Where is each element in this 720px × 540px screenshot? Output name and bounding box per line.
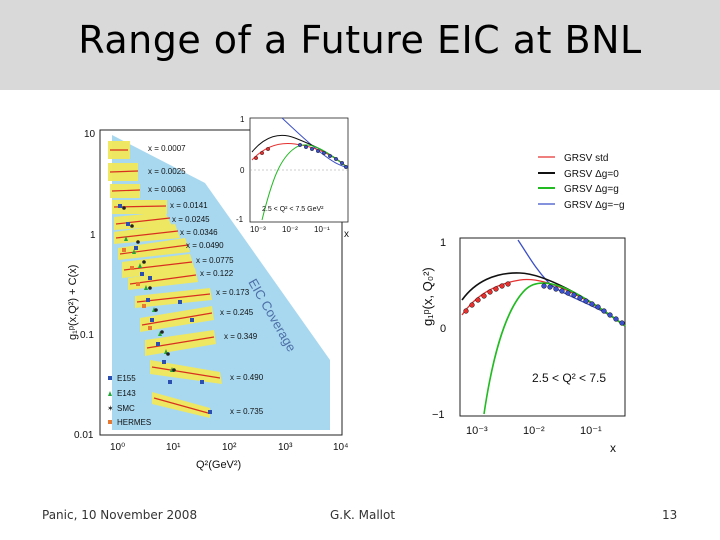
left-plot: EIC Coverage bbox=[67, 129, 348, 471]
legend-item: GRSV Δg=−g bbox=[564, 200, 625, 211]
svg-text:✶: ✶ bbox=[107, 404, 114, 413]
x-label: x = 0.0063 bbox=[148, 185, 186, 194]
page-number: 13 bbox=[662, 508, 678, 522]
svg-text:10⁰: 10⁰ bbox=[110, 442, 125, 453]
svg-text:0: 0 bbox=[440, 323, 446, 335]
footer-date: Panic, 10 November 2008 bbox=[42, 508, 198, 522]
svg-text:0.01: 0.01 bbox=[74, 430, 94, 441]
title-bar bbox=[0, 0, 720, 90]
slide-title: Range of a Future EIC at BNL bbox=[78, 18, 642, 62]
legend-item: GRSV Δg=g bbox=[564, 184, 619, 195]
x-label: x = 0.122 bbox=[200, 269, 234, 278]
x-label: x = 0.735 bbox=[230, 407, 264, 416]
svg-text:1: 1 bbox=[240, 115, 245, 124]
svg-text:-1: -1 bbox=[236, 215, 244, 224]
x-label: x = 0.0141 bbox=[170, 201, 208, 210]
x-label: x = 0.0025 bbox=[148, 167, 186, 176]
svg-text:10: 10 bbox=[84, 129, 96, 140]
svg-text:−1: −1 bbox=[432, 409, 445, 421]
svg-text:E155: E155 bbox=[117, 374, 136, 383]
inset-range-text: 2.5 < Q² < 7.5 GeV² bbox=[262, 206, 324, 213]
svg-text:10⁻³: 10⁻³ bbox=[466, 425, 488, 437]
svg-text:1: 1 bbox=[90, 230, 96, 241]
svg-text:10⁴: 10⁴ bbox=[333, 442, 348, 453]
right-range-text: 2.5 < Q² < 7.5 bbox=[532, 371, 606, 385]
inset-x-axis-label: x bbox=[344, 229, 349, 240]
left-x-axis-label: Q²(GeV²) bbox=[196, 459, 241, 471]
svg-text:10³: 10³ bbox=[278, 442, 293, 453]
x-label: x = 0.0775 bbox=[196, 256, 234, 265]
x-label: x = 0.0245 bbox=[172, 215, 210, 224]
legend-item: GRSV std bbox=[564, 153, 608, 164]
left-y-axis-label: g₁ᵖ(x,Q²) + C(x) bbox=[67, 265, 79, 340]
svg-text:10⁻²: 10⁻² bbox=[523, 425, 545, 437]
svg-text:1: 1 bbox=[440, 237, 446, 249]
left-legend: E155 E143 ✶ SMC HERMES bbox=[107, 374, 151, 427]
svg-text:0.1: 0.1 bbox=[80, 330, 94, 341]
x-label: x = 0.0007 bbox=[148, 144, 186, 153]
x-label: x = 0.349 bbox=[224, 332, 258, 341]
right-plot: 2.5 < Q² < 7.5 1 0 −1 10⁻³ 10⁻² 10⁻¹ x g… bbox=[420, 237, 626, 455]
right-y-axis-label: g₁ᵖ(x, Q₀²) bbox=[420, 267, 435, 326]
right-x-ticks: 10⁻³ 10⁻² 10⁻¹ bbox=[466, 425, 602, 437]
left-x-ticks: 10⁰ 10¹ 10² 10³ 10⁴ bbox=[110, 442, 348, 453]
svg-text:10⁻²: 10⁻² bbox=[282, 225, 298, 234]
left-data-points bbox=[118, 204, 212, 414]
right-x-axis-label: x bbox=[610, 441, 616, 455]
svg-text:10¹: 10¹ bbox=[166, 442, 181, 453]
svg-text:10⁻³: 10⁻³ bbox=[250, 225, 266, 234]
svg-text:10²: 10² bbox=[222, 442, 237, 453]
right-plot-frame bbox=[459, 237, 626, 417]
x-label: x = 0.173 bbox=[216, 288, 250, 297]
inset-x-ticks: 10⁻³ 10⁻² 10⁻¹ bbox=[250, 225, 330, 234]
svg-text:SMC: SMC bbox=[117, 404, 135, 413]
inset-plot: 2.5 < Q² < 7.5 GeV² 1 0 -1 10⁻³ 10⁻² 10⁻… bbox=[236, 115, 349, 240]
x-label: x = 0.0346 bbox=[180, 228, 218, 237]
inset-y-ticks: 1 0 -1 bbox=[236, 115, 245, 224]
footer-author: G.K. Mallot bbox=[330, 508, 396, 522]
x-label: x = 0.490 bbox=[230, 373, 264, 382]
x-label: x = 0.245 bbox=[220, 308, 254, 317]
svg-text:HERMES: HERMES bbox=[117, 418, 151, 427]
svg-text:E143: E143 bbox=[117, 389, 136, 398]
svg-text:0: 0 bbox=[240, 166, 245, 175]
left-y-ticks: 10 1 0.1 0.01 bbox=[74, 129, 96, 441]
legend-item: GRSV Δg=0 bbox=[564, 169, 619, 180]
left-plot-frame bbox=[99, 129, 343, 436]
right-y-ticks: 1 0 −1 bbox=[432, 237, 446, 421]
svg-text:10⁻¹: 10⁻¹ bbox=[314, 225, 330, 234]
x-value-labels: x = 0.0007 x = 0.0025 x = 0.0063 x = 0.0… bbox=[148, 144, 264, 416]
svg-text:10⁻¹: 10⁻¹ bbox=[580, 425, 602, 437]
x-label: x = 0.0490 bbox=[186, 241, 224, 250]
model-legend: GRSV std GRSV Δg=0 GRSV Δg=g GRSV Δg=−g bbox=[538, 153, 625, 211]
